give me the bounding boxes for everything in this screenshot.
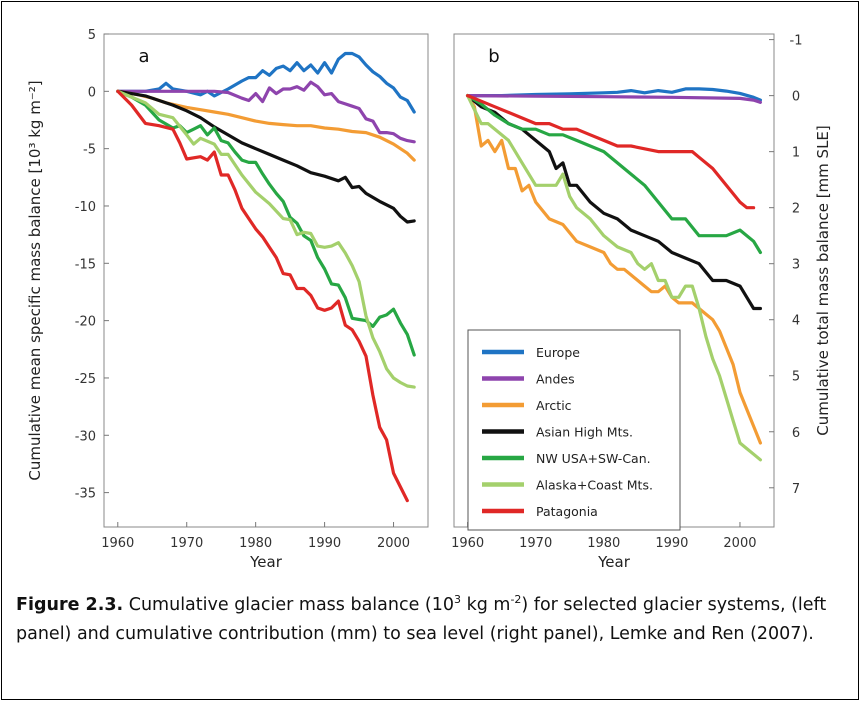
panel-b: 1960 1970 1980 1990 2000 Year -1 0 1 2 3 4 5 6 7 Cumula… (451, 33, 832, 571)
y-axis-label-right: Cumulative total mass balance [mm SLE] (814, 125, 832, 436)
series-line-arctic (466, 93, 763, 445)
panel-letter: b (488, 46, 499, 67)
x-tick-label: 1990 (655, 536, 688, 551)
y-tick-label: 5 (792, 370, 800, 385)
x-tick-label: 1960 (101, 536, 134, 551)
y-tick-label: -35 (75, 487, 96, 502)
caption-text-1: Cumulative glacier mass balance (10 (123, 594, 455, 615)
series-line-patagonia (466, 93, 756, 210)
x-axis-label: Year (249, 553, 283, 571)
series-line-andes (466, 93, 763, 104)
y-tick-label: 3 (792, 258, 800, 273)
y-tick-label: -15 (75, 257, 96, 272)
series-line-asian-high-mts- (466, 93, 763, 311)
y-tick-label: 5 (88, 28, 96, 43)
series-line-andes (116, 80, 416, 144)
legend-entry: Andes (536, 372, 575, 387)
x-axis-label: Year (597, 553, 631, 571)
y-tick-label: -30 (75, 429, 96, 444)
series-line-nw-usa-sw-can- (466, 93, 763, 255)
series-line-europe (466, 87, 763, 102)
y-tick-label: -5 (83, 143, 96, 158)
caption-sup-2: -2 (510, 593, 522, 606)
series-line-asian-high-mts- (116, 89, 416, 224)
x-tick-label: 1970 (519, 536, 552, 551)
y-tick-label: 1 (792, 146, 800, 161)
plot-area-a (103, 33, 429, 528)
y-tick-label: 6 (792, 426, 800, 441)
legend-entry: Asian High Mts. (536, 425, 633, 440)
y-tick-label: -20 (75, 315, 96, 330)
x-tick-label: 1980 (587, 536, 620, 551)
y-tick-label: 0 (88, 85, 96, 100)
y-tick-label: 4 (792, 314, 800, 329)
legend-entry: Europe (536, 345, 580, 360)
series-line-alaska-coast-mts- (466, 93, 763, 462)
figure-caption: Figure 2.3. Cumulative glacier mass bala… (16, 585, 846, 649)
x-tick-label: 2000 (377, 536, 410, 551)
x-tick-label: 1990 (308, 536, 341, 551)
y-axis-label: Cumulative mean specific mass balance [1… (26, 80, 44, 480)
y-tick-label: 7 (792, 482, 800, 497)
caption-label: Figure 2.3. (16, 594, 124, 615)
legend-entry: Patagonia (536, 504, 598, 519)
y-tick-label: 0 (792, 90, 800, 105)
caption-text-2: kg m (461, 594, 511, 615)
legend-entry: Alaska+Coast Mts. (536, 478, 653, 493)
series-line-patagonia (116, 89, 409, 503)
panel-a: 1960 1970 1980 1990 2000 Year 5 0 -5 -10 -15 -20 -25… (26, 28, 429, 571)
legend: Europe Andes Arctic Asian High Mts. NW USA+S… (467, 329, 681, 531)
figure-charts: 1960 1970 1980 1990 2000Year50-5-10-15-20-25… (26, 28, 832, 571)
y-tick-label: -25 (75, 372, 96, 387)
x-tick-label: 1960 (451, 536, 484, 551)
legend-entry: Arctic (536, 398, 572, 413)
legend-entry: NW USA+SW-Can. (536, 451, 651, 466)
caption-text-3: ) for selected glacier systems, (left pa… (16, 594, 827, 644)
x-tick-label: 2000 (723, 536, 756, 551)
caption-sup-1: 3 (454, 593, 462, 606)
x-tick-label: 1970 (170, 536, 203, 551)
x-tick-label: 1980 (239, 536, 272, 551)
y-tick-label: -10 (75, 200, 96, 215)
series-line-nw-usa-sw-can- (116, 89, 416, 357)
panel-letter: a (138, 46, 149, 67)
y-tick-label: 2 (792, 202, 800, 217)
series-line-alaska-coast-mts- (116, 89, 416, 389)
y-tick-label: -1 (790, 34, 803, 49)
